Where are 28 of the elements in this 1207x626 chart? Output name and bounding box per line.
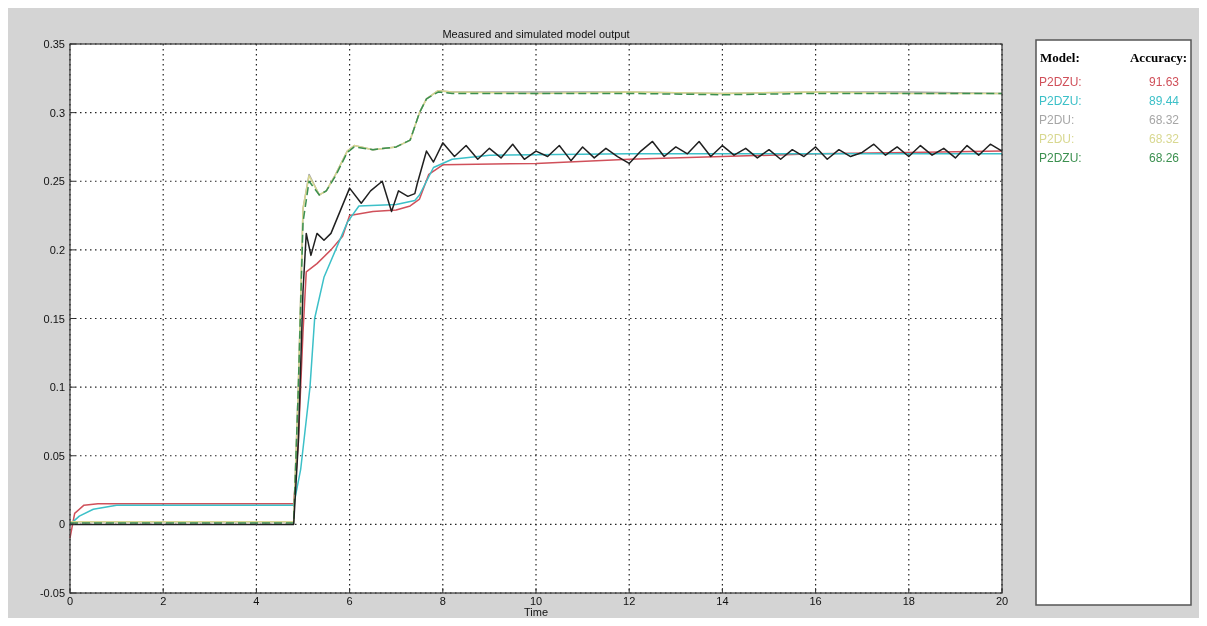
x-tick-label: 6 bbox=[346, 595, 353, 607]
x-tick-label: 0 bbox=[66, 595, 74, 607]
x-tick-label: 4 bbox=[253, 595, 260, 607]
x-axis-title: Time bbox=[523, 606, 549, 618]
x-tick-label: 18 bbox=[902, 595, 915, 607]
y-tick-label: 0.2 bbox=[49, 243, 65, 256]
y-tick-label: 0.05 bbox=[43, 449, 65, 462]
x-tick-label: 20 bbox=[995, 595, 1009, 607]
text: P2DU: 68.32 bbox=[1039, 113, 1179, 127]
y-tick-label: -0.05 bbox=[39, 587, 65, 599]
x-tick-label: 16 bbox=[809, 595, 822, 607]
text: P2DU: 68.32 bbox=[1039, 132, 1179, 146]
y-tick-label: 0.25 bbox=[43, 175, 65, 188]
chart-title: Measured and simulated model output bbox=[442, 28, 630, 40]
x-tick-label: 10 bbox=[529, 595, 543, 607]
y-tick-label: 0.35 bbox=[43, 38, 65, 50]
y-tick-label: 0.15 bbox=[43, 312, 65, 325]
text: Model: Accuracy: bbox=[1040, 50, 1187, 65]
text: P2DZU: 68.26 bbox=[1039, 151, 1179, 165]
x-tick-label: 14 bbox=[716, 595, 729, 607]
text: P2DZU: 89.44 bbox=[1039, 94, 1179, 108]
y-tick-label: 0 bbox=[58, 518, 65, 531]
x-tick-label: 8 bbox=[439, 595, 446, 607]
x-tick-label: 12 bbox=[623, 595, 636, 607]
x-tick-label: 2 bbox=[160, 595, 167, 607]
y-tick-label: 0.3 bbox=[49, 106, 65, 119]
y-tick-label: 0.1 bbox=[49, 381, 65, 394]
text: P2DZU: 91.63 bbox=[1039, 75, 1179, 89]
